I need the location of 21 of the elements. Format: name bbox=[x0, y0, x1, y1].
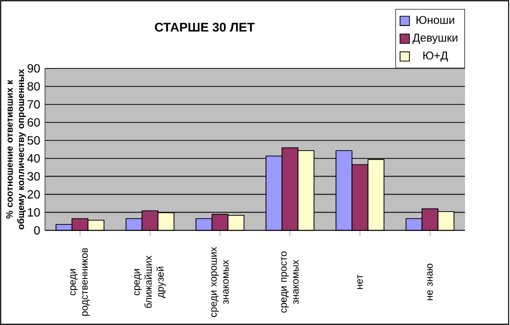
y-tick-label: 0 bbox=[34, 226, 40, 235]
y-tick-label: 60 bbox=[28, 118, 40, 127]
x-tick-label: среди родственников bbox=[70, 248, 90, 316]
y-tick-label: 30 bbox=[27, 172, 40, 181]
y-tick-label: 70 bbox=[28, 100, 40, 109]
x-tick-label: не знаю bbox=[427, 264, 433, 300]
legend-label: Ю+Д bbox=[423, 52, 448, 62]
y-tick-label: 20 bbox=[28, 190, 40, 199]
x-tick-label: среди хороших знакомых bbox=[211, 246, 229, 317]
legend-label: Девушки bbox=[412, 34, 458, 44]
x-tick-label: нет bbox=[357, 274, 363, 289]
y-tick-label: 90 bbox=[28, 64, 40, 73]
y-tick-label: 50 bbox=[27, 136, 40, 145]
x-tick-label: среди просто знакомых bbox=[281, 251, 299, 313]
y-tick-label: 80 bbox=[28, 82, 40, 91]
chart-title: СТАРШЕ 30 ЛЕТ bbox=[154, 22, 255, 32]
y-tick-label: 10 bbox=[28, 208, 40, 217]
y-tick-label: 40 bbox=[27, 154, 40, 163]
y-axis-title: % соотношение ответивших к общему колличеству опрошенных bbox=[6, 69, 26, 230]
legend-label: Юноши bbox=[416, 16, 454, 24]
x-tick-label: среди ближайших друзей bbox=[134, 256, 166, 308]
